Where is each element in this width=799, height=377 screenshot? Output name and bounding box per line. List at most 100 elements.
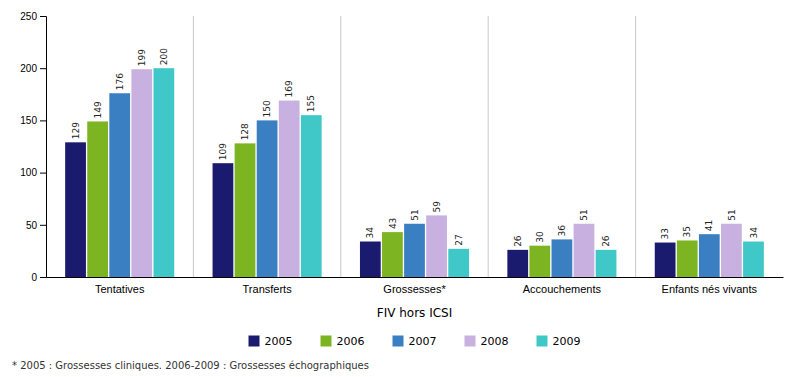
legend-item: 2005 (249, 335, 293, 348)
bar (257, 120, 278, 277)
tick-mark (40, 68, 46, 69)
bar (574, 224, 595, 277)
data-label: 59 (432, 201, 442, 213)
tick-mark (40, 277, 46, 278)
tick-label: 150 (20, 115, 37, 126)
data-label: 26 (601, 235, 611, 247)
legend-item: 2007 (393, 335, 437, 348)
tick: 50 (26, 220, 46, 231)
bar (404, 224, 425, 277)
data-label: 34 (365, 227, 375, 239)
data-label: 51 (410, 209, 420, 220)
x-axis-label: FIV hors ICSI (377, 306, 453, 320)
data-label: 27 (454, 234, 464, 245)
data-label: 129 (71, 122, 81, 139)
tick: Transferts (243, 283, 293, 295)
bar (213, 163, 234, 277)
tick-label: 0 (31, 272, 37, 283)
data-label: 200 (159, 48, 169, 65)
data-label: 128 (240, 123, 250, 140)
data-label: 30 (535, 231, 545, 243)
tick-mark (40, 173, 46, 174)
axis-line (47, 277, 784, 278)
footnote: * 2005 : Grossesses cliniques. 2006-2009… (12, 360, 369, 371)
tick: 200 (20, 63, 46, 74)
separator (635, 16, 636, 277)
data-label: 35 (682, 226, 692, 237)
data-label: 149 (93, 101, 103, 118)
legend-swatch (393, 336, 404, 347)
data-label: 155 (306, 95, 316, 112)
tick-mark (40, 225, 46, 226)
legend-item: 2008 (465, 335, 509, 348)
tick-label: Transferts (243, 283, 293, 295)
tick-label: Tentatives (95, 283, 145, 295)
tick-label: 200 (20, 63, 37, 74)
data-label: 51 (579, 209, 589, 220)
data-label: 109 (218, 143, 228, 160)
tick: Grossesses* (383, 283, 446, 295)
legend-swatch (465, 336, 476, 347)
tick-mark (40, 16, 46, 17)
data-label: 199 (137, 49, 147, 66)
bar (301, 115, 322, 277)
data-label: 34 (749, 227, 759, 239)
bar (552, 239, 573, 277)
separators (193, 16, 635, 277)
chart-container: 129 109 34 26 33 149 128 43 30 35 176 150 51 36 41 199 1… (0, 0, 799, 377)
tick: Accouchements (523, 283, 602, 295)
bar (153, 68, 174, 277)
legend-swatch (249, 336, 260, 347)
bar (279, 101, 300, 277)
legend-label: 2007 (409, 335, 437, 348)
legend: 2005 2006 2007 2008 2009 (249, 335, 581, 348)
bar (426, 215, 447, 277)
tick-label: Enfants nés vivants (662, 283, 758, 295)
bar (382, 232, 403, 277)
bar (677, 240, 698, 277)
tick-label: Accouchements (523, 283, 602, 295)
tick-label: 50 (26, 220, 38, 231)
data-labels: 129 109 34 26 33 149 128 43 30 35 176 150 51 36 41 199 1… (71, 48, 759, 247)
bar (699, 234, 720, 277)
tick-label: 250 (20, 11, 37, 22)
separator (488, 16, 489, 277)
legend-item: 2009 (537, 335, 581, 348)
tick: 100 (20, 167, 46, 178)
data-label: 176 (115, 73, 125, 90)
bar (507, 250, 528, 277)
tick-label: Grossesses* (383, 283, 446, 295)
bar (596, 250, 617, 277)
data-label: 43 (388, 218, 398, 229)
legend-label: 2008 (481, 335, 509, 348)
data-label: 26 (513, 235, 523, 247)
legend-item: 2006 (321, 335, 365, 348)
bar (360, 242, 381, 277)
legend-swatch (537, 336, 548, 347)
tick-mark (40, 120, 46, 121)
data-label: 150 (262, 100, 272, 117)
data-label: 36 (557, 225, 567, 237)
separator (193, 16, 194, 277)
bar (721, 224, 742, 277)
tick: 250 (20, 11, 46, 22)
data-label: 33 (660, 228, 670, 239)
legend-label: 2005 (265, 335, 293, 348)
legend-label: 2009 (553, 335, 581, 348)
data-label: 41 (704, 220, 714, 231)
tick: Enfants nés vivants (662, 283, 758, 295)
tick: Tentatives (95, 283, 145, 295)
data-label: 51 (727, 209, 737, 220)
plot: 129 109 34 26 33 149 128 43 30 35 176 150 51 36 41 199 1… (20, 11, 783, 295)
bar (87, 121, 108, 277)
y-axis: 0 50 100 150 200 250 (20, 11, 46, 283)
bar (109, 93, 130, 277)
data-label: 169 (284, 80, 294, 97)
legend-label: 2006 (337, 335, 365, 348)
chart: 129 109 34 26 33 149 128 43 30 35 176 150 51 36 41 199 1… (0, 0, 799, 377)
separator (340, 16, 341, 277)
bar (655, 243, 676, 277)
bar (65, 142, 86, 277)
bar (743, 242, 764, 277)
axis-line (40, 17, 47, 278)
